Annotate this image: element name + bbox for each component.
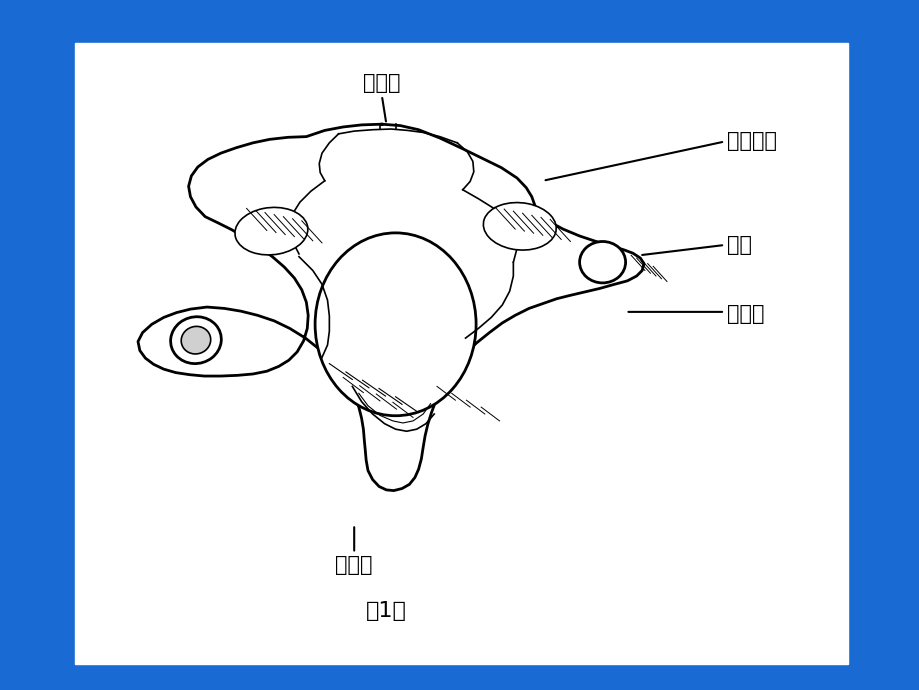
Ellipse shape: [482, 203, 556, 250]
Text: （1）: （1）: [366, 601, 406, 620]
Ellipse shape: [234, 208, 308, 255]
Ellipse shape: [170, 317, 221, 364]
Ellipse shape: [314, 233, 476, 415]
Text: 前结节: 前结节: [363, 73, 400, 93]
Text: 后结节: 后结节: [335, 555, 372, 575]
Text: 横突孔: 横突孔: [726, 304, 764, 324]
Text: 上关节面: 上关节面: [726, 132, 776, 151]
Ellipse shape: [579, 241, 625, 283]
FancyBboxPatch shape: [75, 43, 847, 664]
Ellipse shape: [181, 326, 210, 354]
Text: 横突: 横突: [726, 235, 751, 255]
